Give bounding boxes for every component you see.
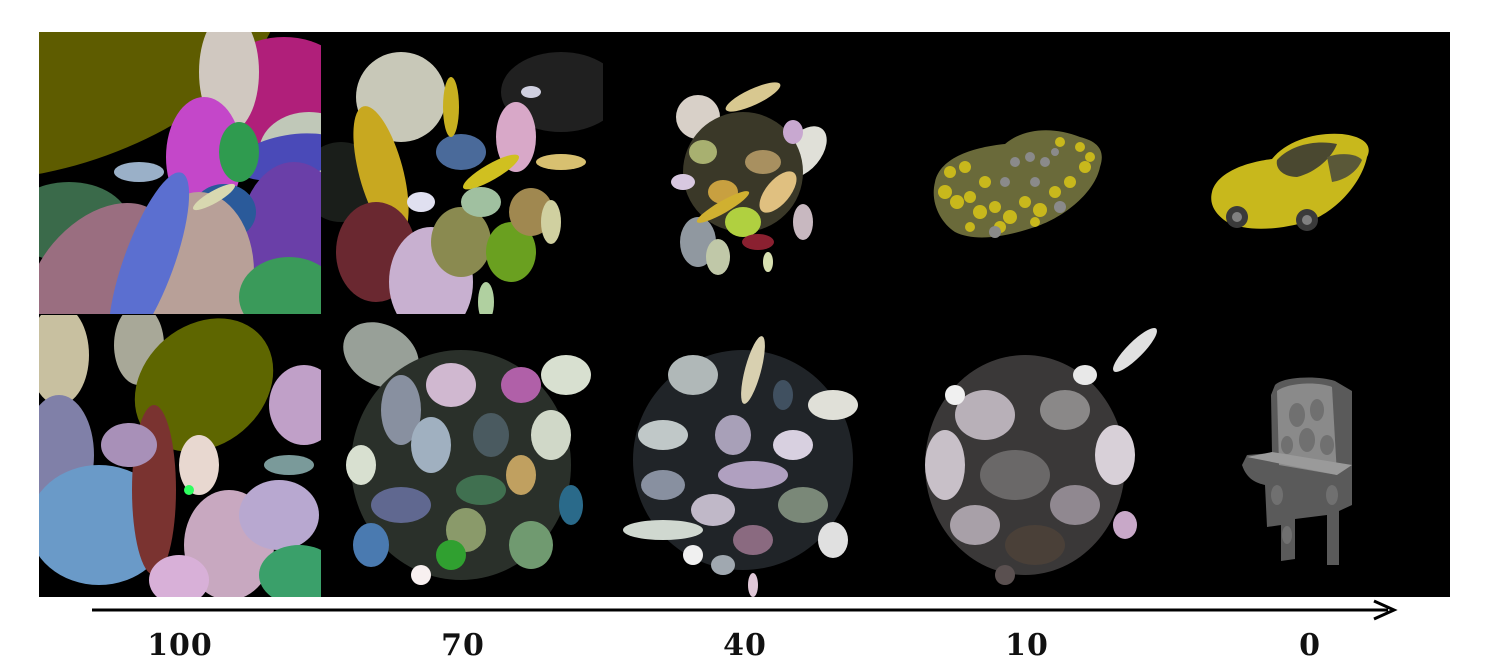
step-label-70: 70 (441, 628, 485, 663)
row2-step-100 (39, 315, 321, 597)
row2-step-0 (1167, 315, 1449, 597)
step-label-40: 40 (723, 628, 767, 663)
step-label-100: 100 (147, 628, 213, 663)
row2-step-70 (321, 315, 603, 597)
row1-step-100 (39, 32, 321, 314)
row1-step-0 (1167, 32, 1449, 314)
row1-step-10 (885, 32, 1167, 314)
row2-step-10 (885, 315, 1167, 597)
diffusion-grid (39, 32, 1450, 597)
row1-step-70 (321, 32, 603, 314)
row1-step-40 (603, 32, 885, 314)
noise-level-axis-arrow (92, 599, 1398, 621)
step-label-0: 0 (1299, 628, 1321, 663)
step-label-10: 10 (1005, 628, 1049, 663)
row2-step-40 (603, 315, 885, 597)
